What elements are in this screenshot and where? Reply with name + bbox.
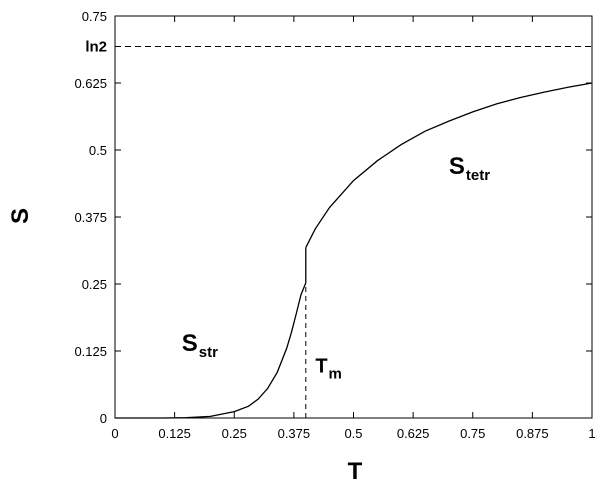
x-tick-label: 0.625: [397, 426, 430, 441]
x-tick-label: 0.875: [516, 426, 549, 441]
x-tick-label: 0.25: [222, 426, 247, 441]
annotation-t-m: Tm: [315, 355, 342, 382]
ln2-label: ln2: [85, 39, 107, 56]
x-axis-label: T: [348, 458, 363, 484]
entropy-curve-0: [115, 282, 307, 419]
x-tick-label: 1: [588, 426, 595, 441]
entropy-curve-2: [305, 82, 593, 248]
chart-marks: 0 0.125 0.25 0.375 0.5 0.625 0.75 0.875 1 0 0.125 0…: [74, 9, 595, 441]
y-tick-label: 0: [100, 411, 107, 426]
y-tick-label: 0.75: [82, 9, 107, 24]
x-tick-label: 0: [111, 426, 118, 441]
y-axis-label: S: [7, 208, 34, 224]
annotation-s-tetr: Stetr: [449, 153, 490, 184]
y-tick-label: 0.375: [74, 210, 107, 225]
y-tick-label: 0.5: [89, 143, 107, 158]
x-tick-label: 0.125: [158, 426, 191, 441]
plot-frame: [114, 15, 593, 419]
x-tick-label: 0.75: [460, 426, 485, 441]
y-tick-label: 0.25: [82, 277, 107, 292]
y-tick-label: 0.625: [74, 76, 107, 91]
annotation-s-str: Sstr: [182, 330, 218, 361]
x-tick-label: 0.5: [344, 426, 362, 441]
x-tick-label: 0.375: [278, 426, 311, 441]
y-tick-label: 0.125: [74, 344, 107, 359]
